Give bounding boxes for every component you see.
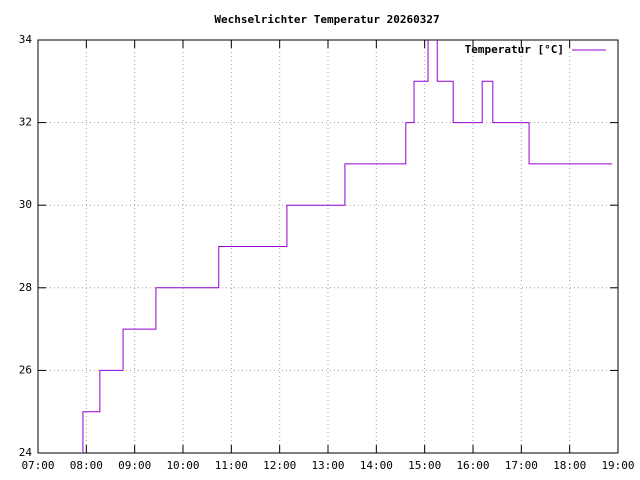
x-tick-label: 16:00	[456, 459, 489, 472]
x-tick-label: 07:00	[21, 459, 54, 472]
x-tick-label: 08:00	[70, 459, 103, 472]
chart-title: Wechselrichter Temperatur 20260327	[214, 13, 439, 26]
y-tick-label: 28	[19, 281, 32, 294]
plot-frame	[37, 39, 619, 454]
x-tick-label: 12:00	[263, 459, 296, 472]
x-tick-label: 19:00	[601, 459, 634, 472]
x-tick-label: 18:00	[553, 459, 586, 472]
y-tick-label: 26	[19, 363, 32, 376]
x-tick-label: 13:00	[311, 459, 344, 472]
x-tick-label: 15:00	[408, 459, 441, 472]
y-tick-label: 24	[19, 446, 33, 459]
x-tick-label: 09:00	[118, 459, 151, 472]
y-tick-label: 30	[19, 198, 32, 211]
x-tick-label: 11:00	[215, 459, 248, 472]
data-line	[81, 40, 613, 453]
y-tick-label: 32	[19, 116, 32, 129]
x-tick-label: 14:00	[360, 459, 393, 472]
legend-label: Temperatur [°C]	[465, 43, 564, 56]
x-tick-label: 10:00	[166, 459, 199, 472]
x-tick-label: 17:00	[505, 459, 538, 472]
y-tick-label: 34	[19, 33, 33, 46]
